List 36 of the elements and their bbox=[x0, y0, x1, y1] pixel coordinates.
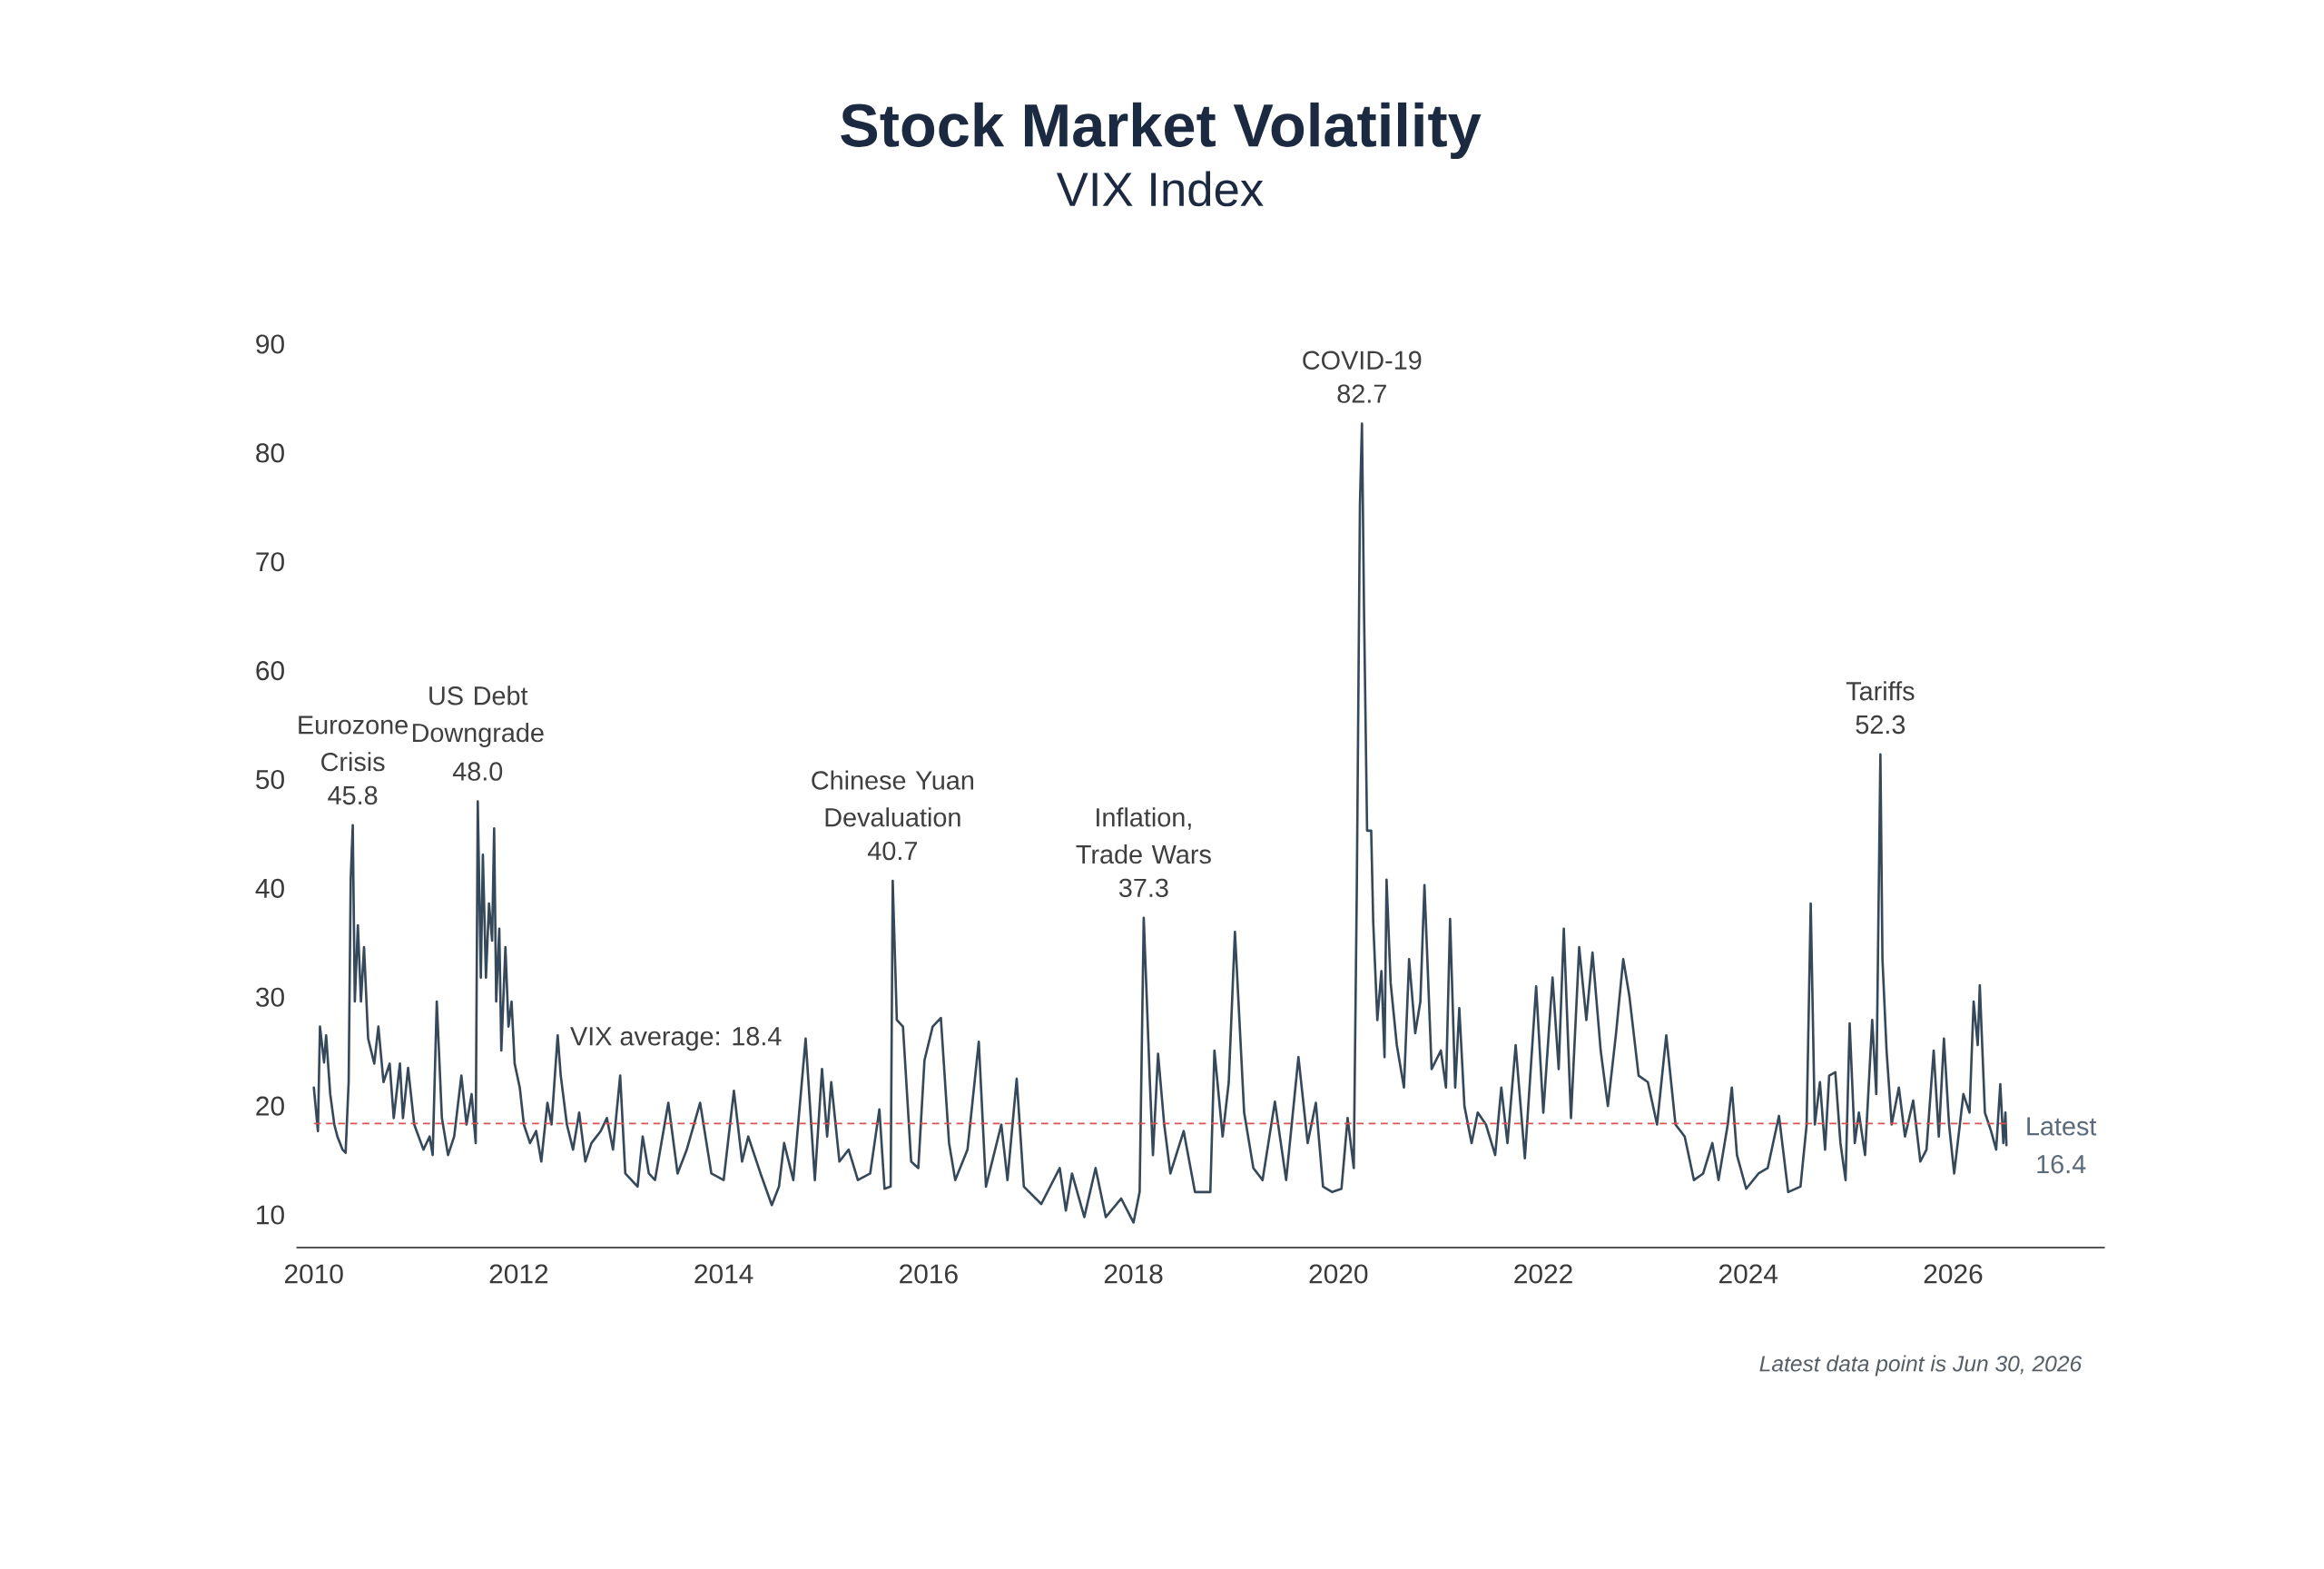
y-tick-label: 70 bbox=[256, 552, 284, 572]
y-tick-label: 80 bbox=[256, 443, 284, 463]
y-tick-label: 90 bbox=[256, 334, 284, 354]
y-tick-label: 10 bbox=[257, 1205, 284, 1225]
y-tick-label: 20 bbox=[256, 1096, 284, 1116]
annotation: COVID-19 bbox=[1303, 350, 1422, 370]
annotation: 16.4 bbox=[2037, 1155, 2086, 1174]
annotation: Tariffs bbox=[1846, 681, 1915, 701]
x-tick-label: 2018 bbox=[1104, 1264, 1163, 1284]
x-tick-label: 2026 bbox=[1924, 1264, 1983, 1284]
x-tick-label: 2016 bbox=[900, 1264, 958, 1284]
annotation: 40.7 bbox=[867, 841, 917, 861]
y-tick-label: 60 bbox=[256, 661, 284, 681]
y-tick-label: 30 bbox=[256, 987, 284, 1007]
x-tick-label: 2020 bbox=[1309, 1264, 1368, 1284]
x-tick-label: 2012 bbox=[489, 1264, 548, 1284]
x-tick-label: 2022 bbox=[1514, 1264, 1572, 1284]
x-tick-label: 2010 bbox=[284, 1264, 343, 1284]
x-tick-label: 2024 bbox=[1719, 1264, 1778, 1284]
annotation: 48.0 bbox=[452, 762, 503, 781]
annotation: 37.3 bbox=[1118, 878, 1168, 898]
annotation: 45.8 bbox=[328, 785, 378, 805]
chart-subtitle: VIX Index bbox=[1056, 171, 1264, 207]
y-tick-label: 50 bbox=[256, 769, 284, 790]
annotation: 82.7 bbox=[1337, 384, 1386, 403]
x-tick-label: 2014 bbox=[694, 1264, 753, 1284]
annotation: Chinese Yuan Devaluation bbox=[812, 770, 974, 827]
annotation: Eurozone Crisis bbox=[299, 715, 408, 772]
chart-title: Stock Market Volatility bbox=[841, 102, 1482, 160]
annotation: US Debt Downgrade bbox=[412, 686, 544, 747]
annotation: Latest bbox=[2027, 1117, 2097, 1136]
y-tick-label: 40 bbox=[255, 878, 284, 898]
annotation: Inflation, Trade Wars bbox=[1076, 807, 1211, 864]
text: Latest data point is Jun 30, 2026 bbox=[1759, 1355, 2083, 1377]
annotation: 52.3 bbox=[1856, 715, 1905, 735]
ref-line-label: VIX average: 18.4 bbox=[570, 1027, 782, 1051]
